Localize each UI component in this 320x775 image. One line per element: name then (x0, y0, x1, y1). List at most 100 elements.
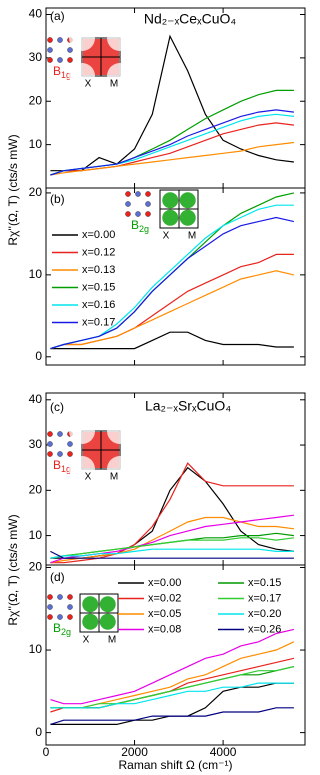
orbital-dot (57, 57, 63, 63)
legend-label: x=0.12 (82, 246, 115, 258)
symmetry-sub: 2g (61, 627, 71, 637)
bz-lobe (179, 192, 196, 209)
symmetry-sub: 1g (61, 70, 71, 80)
symmetry-main: B (53, 458, 61, 472)
series-line (50, 707, 294, 725)
orbital-dot (125, 201, 131, 207)
inset: B2g X M (125, 189, 199, 242)
plot-frame (45, 187, 306, 366)
symmetry-label: B2g (131, 218, 149, 234)
series-line (50, 270, 295, 350)
orbital-dot (67, 451, 73, 457)
series-line (50, 682, 294, 709)
series-line (50, 682, 294, 725)
y-tick-label: 10 (29, 642, 43, 656)
orbital-dot (125, 191, 131, 197)
x-tick-label: 2000 (121, 745, 148, 759)
x-tick-label: 0 (43, 745, 50, 759)
orbital-dot (47, 594, 53, 600)
orbital-dot (57, 614, 63, 620)
orbital-dot (67, 614, 73, 620)
y-tick-label: 10 (29, 528, 43, 542)
legend-label: x=0.00 (148, 577, 181, 589)
y-tick-label: 0 (35, 725, 42, 739)
orbital-dot (47, 441, 53, 447)
legend-label: x=0.02 (148, 592, 181, 604)
y-tick-label: 40 (29, 392, 43, 406)
bz-lobe (162, 209, 179, 226)
panel-label: (d) (50, 570, 65, 584)
bz-pocket (69, 25, 95, 51)
symmetry-label: B2g (53, 621, 71, 637)
orbital-dot (47, 431, 53, 437)
orbital-dot (67, 594, 73, 600)
panel-title: La₂₋ₓSrₓCuO₄ (145, 398, 231, 414)
inset-label: X (163, 231, 170, 242)
series-line (50, 657, 295, 713)
series-line (50, 550, 294, 559)
series-line (50, 628, 295, 705)
orbital-dot (57, 37, 63, 43)
y-tick-label: 20 (29, 560, 43, 574)
symmetry-label: B1g (53, 64, 71, 80)
y-tick-label: 20 (29, 185, 43, 199)
bz-pocket (107, 25, 133, 51)
orbital-dot (47, 47, 53, 53)
legend-label: x=0.00 (82, 229, 115, 241)
inset-label: M (108, 635, 116, 646)
symmetry-main: B (53, 621, 61, 635)
orbital-dot (57, 431, 63, 437)
symmetry-main: B (131, 218, 139, 232)
orbital-dot (135, 191, 141, 197)
series-line (50, 89, 294, 176)
orbital-dot (67, 604, 73, 610)
orbital-dot (145, 211, 151, 217)
legend-label: x=0.26 (248, 623, 281, 635)
bz-pocket (69, 456, 95, 482)
symmetry-sub: 1g (61, 464, 71, 474)
series-line (50, 141, 294, 176)
orbital-dot (125, 211, 131, 217)
series-line (50, 532, 294, 559)
y-tick-label: 10 (29, 267, 43, 281)
inset: B1g X M (47, 418, 133, 483)
y-tick-label: 30 (29, 50, 43, 64)
symmetry-label: B1g (53, 458, 71, 474)
orbital-dot (47, 604, 53, 610)
orbital-dot (57, 451, 63, 457)
legend-label: x=0.08 (148, 623, 181, 635)
orbital-dot (47, 451, 53, 457)
series-line (50, 462, 294, 564)
panel-title: Nd₂₋ₓCeₓCuO₄ (144, 11, 237, 27)
orbital-dot (47, 57, 53, 63)
y-axis-label: Rχ''(Ω, T) (cts/s mW) (6, 134, 20, 245)
inset-label: M (188, 231, 196, 242)
inset-label: X (85, 79, 92, 90)
orbital-dot (67, 47, 73, 53)
bz-lobe (99, 596, 116, 613)
legend-label: x=0.13 (82, 264, 115, 276)
series-line (50, 34, 294, 172)
orbital-dot (135, 211, 141, 217)
series-line (50, 548, 294, 559)
y-tick-label: 40 (29, 7, 43, 21)
inset-label: M (110, 472, 118, 483)
panel-label: (a) (50, 9, 65, 23)
legend-label: x=0.20 (248, 608, 281, 620)
legend-label: x=0.17 (248, 592, 281, 604)
legend-label: x=0.17 (82, 316, 115, 328)
series-line (50, 666, 295, 709)
bz-pocket (69, 63, 95, 89)
x-tick-label: 4000 (210, 745, 237, 759)
orbital-dot (47, 614, 53, 620)
bz-lobe (179, 209, 196, 226)
bz-pocket (107, 418, 133, 444)
inset-label: M (110, 79, 118, 90)
bz-pocket (69, 418, 95, 444)
y-tick-label: 20 (29, 93, 43, 107)
x-axis-label: Raman shift Ω (cm⁻¹) (119, 758, 233, 772)
symmetry-sub: 2g (139, 224, 149, 234)
panel-label: (b) (50, 192, 65, 206)
y-axis-label: Rχ''(Ω, T) (cts/s mW) (6, 514, 20, 625)
